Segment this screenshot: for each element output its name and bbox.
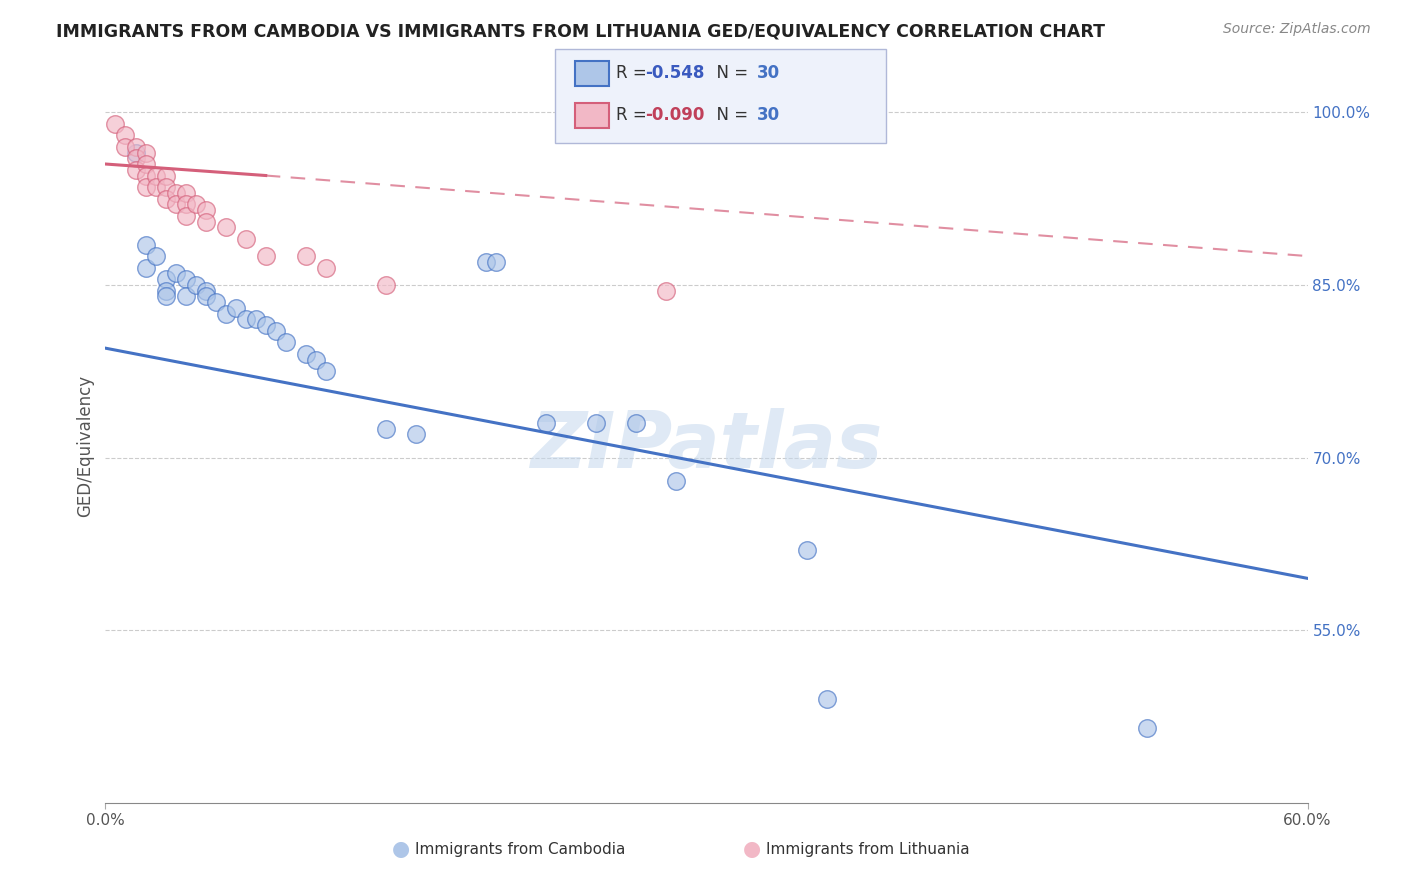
Text: R =: R = [616,64,652,82]
Point [165,197,187,211]
Point [135,237,157,252]
Point [174,272,197,286]
Point [194,214,217,228]
Text: -0.548: -0.548 [645,64,704,82]
Point [305,352,328,367]
Point [155,169,177,183]
Point [264,324,287,338]
Point [135,157,157,171]
Point [796,542,818,557]
Point [655,284,678,298]
Point [155,192,177,206]
Point [626,416,648,430]
Point [295,249,318,263]
Point [585,416,607,430]
Text: ●: ● [744,839,761,859]
Point [145,249,167,263]
Point [165,186,187,200]
Point [374,277,398,292]
Point [274,335,297,350]
Y-axis label: GED/Equivalency: GED/Equivalency [76,375,94,517]
Text: ZIPatlas: ZIPatlas [530,408,883,484]
Point [124,162,146,177]
Point [254,249,277,263]
Point [194,284,217,298]
Point [204,295,226,310]
Point [184,277,207,292]
Text: N =: N = [706,64,754,82]
Point [534,416,557,430]
Point [194,202,217,217]
Point [174,289,197,303]
Point [235,232,257,246]
Point [155,180,177,194]
Point [254,318,277,333]
Text: Source: ZipAtlas.com: Source: ZipAtlas.com [1223,22,1371,37]
Point [174,209,197,223]
Point [135,145,157,160]
Point [184,197,207,211]
Point [135,260,157,275]
Point [245,312,267,326]
Point [295,347,318,361]
Text: R =: R = [616,106,652,124]
Point [214,307,236,321]
Text: Immigrants from Lithuania: Immigrants from Lithuania [766,842,970,856]
Point [145,169,167,183]
Text: IMMIGRANTS FROM CAMBODIA VS IMMIGRANTS FROM LITHUANIA GED/EQUIVALENCY CORRELATIO: IMMIGRANTS FROM CAMBODIA VS IMMIGRANTS F… [56,22,1105,40]
Point [114,128,136,143]
Text: 30: 30 [756,64,779,82]
Point [235,312,257,326]
Point [174,186,197,200]
Point [374,422,398,436]
Point [135,169,157,183]
Point [165,266,187,280]
Point [114,140,136,154]
Point [1136,721,1159,735]
Point [214,220,236,235]
Point [155,272,177,286]
Point [475,255,498,269]
Text: -0.090: -0.090 [645,106,704,124]
Point [315,260,337,275]
Point [665,474,688,488]
Text: Immigrants from Cambodia: Immigrants from Cambodia [415,842,626,856]
Point [225,301,247,315]
Point [104,117,127,131]
Point [815,692,838,706]
Point [124,145,146,160]
Point [135,180,157,194]
Text: ●: ● [392,839,409,859]
Point [145,180,167,194]
Point [315,364,337,378]
Point [194,289,217,303]
Text: 30: 30 [756,106,779,124]
Point [155,284,177,298]
Point [405,427,427,442]
Point [155,289,177,303]
Point [485,255,508,269]
Point [124,140,146,154]
Text: N =: N = [706,106,754,124]
Point [124,151,146,165]
Point [174,197,197,211]
